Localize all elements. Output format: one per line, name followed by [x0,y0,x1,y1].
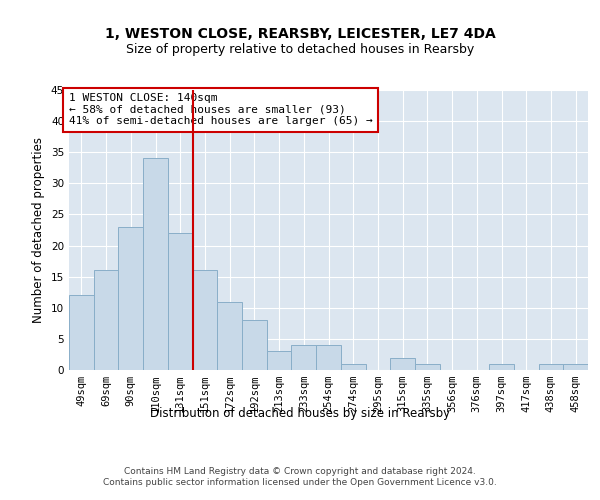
Bar [193,270,217,370]
Text: Distribution of detached houses by size in Rearsby: Distribution of detached houses by size … [150,408,450,420]
Bar [143,158,168,370]
Text: Contains HM Land Registry data © Crown copyright and database right 2024.
Contai: Contains HM Land Registry data © Crown c… [103,468,497,487]
Bar [242,320,267,370]
Bar [489,364,514,370]
Bar [341,364,365,370]
Bar [292,345,316,370]
Bar [118,227,143,370]
Bar [168,233,193,370]
Bar [539,364,563,370]
Y-axis label: Number of detached properties: Number of detached properties [32,137,46,323]
Text: 1 WESTON CLOSE: 140sqm
← 58% of detached houses are smaller (93)
41% of semi-det: 1 WESTON CLOSE: 140sqm ← 58% of detached… [69,93,373,126]
Bar [390,358,415,370]
Bar [267,352,292,370]
Bar [415,364,440,370]
Bar [217,302,242,370]
Bar [563,364,588,370]
Text: 1, WESTON CLOSE, REARSBY, LEICESTER, LE7 4DA: 1, WESTON CLOSE, REARSBY, LEICESTER, LE7… [104,28,496,42]
Text: Size of property relative to detached houses in Rearsby: Size of property relative to detached ho… [126,42,474,56]
Bar [316,345,341,370]
Bar [69,296,94,370]
Bar [94,270,118,370]
